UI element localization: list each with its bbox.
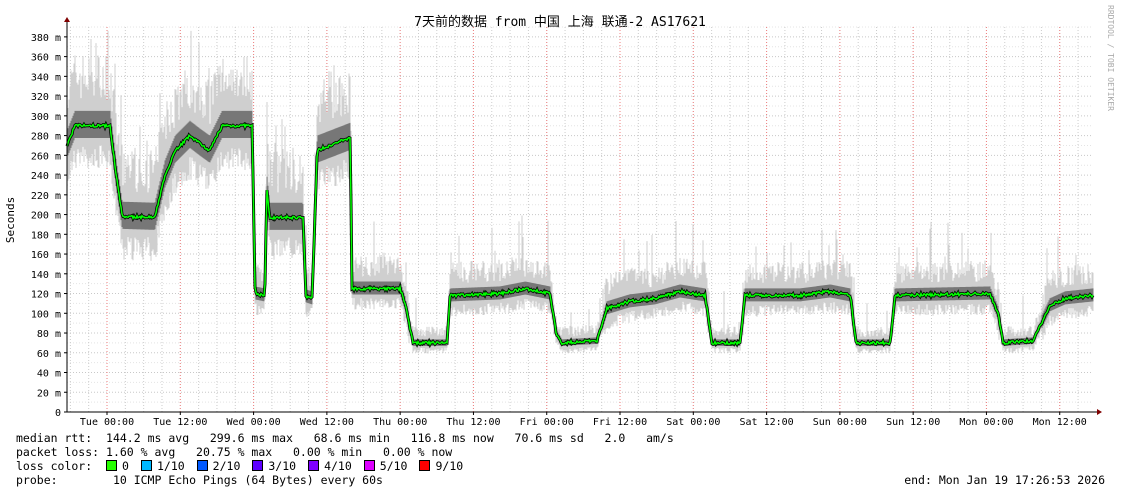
x-tick-label: Fri 12:00 bbox=[593, 417, 647, 428]
y-tick-label: 280 m bbox=[31, 132, 61, 143]
loss-color-label: 3/10 bbox=[268, 459, 297, 473]
loss-color-label: 4/10 bbox=[324, 459, 352, 473]
loss-color-label: 1/10 bbox=[156, 459, 185, 473]
loss-color-label: 0 bbox=[122, 459, 129, 473]
end-time: end: Mon Jan 19 17:26:53 2026 bbox=[904, 473, 1105, 487]
loss-label: packet loss: bbox=[16, 445, 100, 459]
loss-color-swatch bbox=[140, 460, 152, 471]
y-tick-label: 320 m bbox=[31, 92, 61, 103]
y-tick-label: 220 m bbox=[31, 191, 61, 202]
y-axis-label: Seconds bbox=[4, 197, 17, 243]
loss-color-item: 1/10 bbox=[140, 459, 185, 473]
loss-color-label: 9/10 bbox=[435, 459, 464, 473]
y-tick-label: 140 m bbox=[31, 270, 61, 281]
chart: 7天前的数据 from 中国 上海 联通-2 AS17621 Seconds R… bbox=[4, 5, 1115, 428]
probe-value: 10 ICMP Echo Pings (64 Bytes) every 60s bbox=[112, 473, 383, 487]
y-tick-label: 260 m bbox=[31, 151, 61, 162]
y-tick-label: 80 m bbox=[37, 329, 61, 340]
x-tick-label: Tue 00:00 bbox=[80, 417, 134, 428]
x-tick-label: Wed 00:00 bbox=[226, 417, 280, 428]
median-line bbox=[66, 122, 1094, 347]
loss-color-swatch bbox=[363, 460, 375, 471]
y-tick-label: 200 m bbox=[31, 211, 61, 222]
x-tick-label: Sun 00:00 bbox=[813, 417, 867, 428]
loss-color-item: 3/10 bbox=[252, 459, 296, 473]
loss-color-swatch bbox=[196, 460, 208, 471]
x-tick-label: Mon 12:00 bbox=[1033, 417, 1087, 428]
watermark: RRDTOOL / TOBI OETIKER bbox=[1106, 5, 1115, 111]
x-tick-label: Sun 12:00 bbox=[886, 417, 940, 428]
y-tick-label: 40 m bbox=[37, 369, 61, 380]
y-tick-label: 60 m bbox=[37, 349, 61, 360]
packet-loss-row: packet loss: 1.60 % avg 20.75 % max 0.00… bbox=[16, 445, 452, 459]
y-tick-label: 0 bbox=[55, 408, 61, 419]
x-tick-label: Fri 00:00 bbox=[520, 417, 574, 428]
y-axis-arrow bbox=[64, 17, 70, 22]
loss-color-label: 2/10 bbox=[212, 459, 241, 473]
y-tick-label: 300 m bbox=[31, 112, 61, 123]
median-values: 144.2 ms avg 299.6 ms max 68.6 ms min 11… bbox=[106, 431, 674, 445]
loss-color-label: 5/10 bbox=[379, 459, 408, 473]
loss-color-swatch bbox=[252, 460, 264, 471]
loss-color-item: 2/10 bbox=[196, 459, 241, 473]
loss-color-swatch bbox=[308, 460, 320, 471]
probe-label: probe: bbox=[16, 473, 58, 487]
loss-color-swatch bbox=[106, 460, 118, 471]
y-tick-label: 120 m bbox=[31, 290, 61, 301]
x-tick-label: Thu 00:00 bbox=[373, 417, 427, 428]
color-label: loss color: bbox=[16, 459, 93, 473]
y-tick-label: 100 m bbox=[31, 309, 61, 320]
y-tick-label: 240 m bbox=[31, 171, 61, 182]
median-rtt-row: median rtt: 144.2 ms avg 299.6 ms max 68… bbox=[16, 431, 674, 445]
probe-row: probe: 10 ICMP Echo Pings (64 Bytes) eve… bbox=[16, 473, 383, 487]
loss-color-item: 5/10 bbox=[363, 459, 408, 473]
y-tick-label: 180 m bbox=[31, 230, 61, 241]
x-tick-label: Thu 12:00 bbox=[446, 417, 500, 428]
y-tick-label: 360 m bbox=[31, 53, 61, 64]
y-tick-label: 380 m bbox=[31, 33, 61, 44]
loss-color-item: 9/10 bbox=[419, 459, 463, 473]
loss-color-item: 4/10 bbox=[308, 459, 352, 473]
loss-color-swatch bbox=[419, 460, 431, 471]
x-tick-label: Sat 12:00 bbox=[739, 417, 793, 428]
y-tick-label: 340 m bbox=[31, 72, 61, 83]
median-label: median rtt: bbox=[16, 431, 93, 445]
chart-title: 7天前的数据 from 中国 上海 联通-2 AS17621 bbox=[414, 14, 706, 30]
loss-color-item: 0 bbox=[106, 459, 129, 473]
y-tick-label: 160 m bbox=[31, 250, 61, 261]
loss-values: 1.60 % avg 20.75 % max 0.00 % min 0.00 %… bbox=[106, 445, 453, 459]
x-axis-arrow bbox=[1097, 409, 1102, 415]
y-tick-label: 20 m bbox=[37, 388, 61, 399]
x-tick-label: Wed 12:00 bbox=[300, 417, 354, 428]
x-tick-label: Tue 12:00 bbox=[153, 417, 207, 428]
x-tick-label: Mon 00:00 bbox=[959, 417, 1013, 428]
loss-color-row: loss color: 0 1/10 2/10 3/10 4/10 5/10 9/10 bbox=[16, 459, 475, 473]
x-tick-label: Sat 00:00 bbox=[666, 417, 720, 428]
